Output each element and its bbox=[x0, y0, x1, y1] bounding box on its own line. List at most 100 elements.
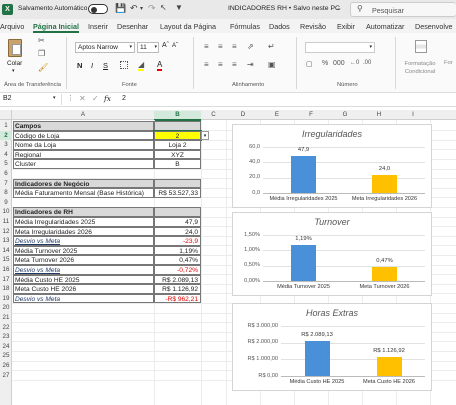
cell-b8[interactable]: R$ 53.527,33 bbox=[154, 188, 201, 198]
row-header[interactable]: 13 bbox=[2, 237, 10, 245]
tab-arquivo[interactable]: Arquivo bbox=[0, 22, 25, 31]
tab-inserir[interactable]: Inserir bbox=[88, 22, 108, 31]
redo-icon[interactable]: ↷ bbox=[148, 3, 156, 13]
copy-icon[interactable]: ❐ bbox=[38, 49, 46, 58]
cell-a17[interactable]: Média Custo HE 2025 bbox=[13, 274, 154, 285]
chart-bar[interactable] bbox=[291, 156, 316, 193]
format-as-table-button[interactable]: For bbox=[444, 60, 453, 66]
number-format-select[interactable]: ▾ bbox=[305, 42, 375, 53]
chart-bar[interactable] bbox=[376, 357, 402, 376]
title-chevron-icon[interactable]: ⌄ bbox=[336, 5, 342, 12]
orientation-icon[interactable]: ⇗ bbox=[247, 42, 254, 51]
row-header[interactable]: 8 bbox=[4, 189, 8, 197]
chart-bar[interactable] bbox=[291, 244, 316, 281]
tab-pagina-inicial[interactable]: Página Inicial bbox=[33, 22, 79, 33]
cell-b14[interactable]: 1,19% bbox=[154, 245, 201, 256]
row-header[interactable]: 9 bbox=[4, 198, 8, 206]
row-header[interactable]: 10 bbox=[2, 208, 10, 216]
row-header[interactable]: 4 bbox=[4, 150, 8, 158]
font-size-select[interactable]: 11 ▾ bbox=[137, 42, 159, 53]
paste-icon[interactable] bbox=[8, 39, 22, 57]
row-header[interactable]: 26 bbox=[2, 362, 10, 369]
cell-a16[interactable]: Desvio vs Meta bbox=[13, 265, 154, 275]
tab-exibir[interactable]: Exibir bbox=[337, 22, 355, 31]
align-top-icon[interactable]: ≡ bbox=[204, 42, 209, 51]
currency-format-icon[interactable]: ▢ bbox=[306, 61, 313, 68]
paste-button[interactable]: Colar bbox=[7, 60, 23, 67]
cell-b12[interactable]: 24,0 bbox=[154, 226, 201, 237]
cell-b16[interactable]: -0,72% bbox=[154, 265, 201, 275]
quick-access-customize-icon[interactable]: ▼ bbox=[175, 3, 183, 12]
row-header[interactable]: 19 bbox=[2, 294, 10, 302]
cell-a12[interactable]: Meta Irregularidades 2026 bbox=[13, 226, 154, 237]
row-header[interactable]: 17 bbox=[2, 275, 10, 283]
cell-a3[interactable]: Nome da Loja bbox=[13, 140, 154, 150]
column-header-a[interactable]: A bbox=[80, 111, 86, 118]
tab-formulas[interactable]: Fórmulas bbox=[230, 22, 260, 31]
cell-a4[interactable]: Regional bbox=[13, 149, 154, 160]
chart-bar[interactable] bbox=[372, 266, 397, 281]
wrap-text-icon[interactable]: ↵ bbox=[268, 42, 275, 51]
row-header[interactable]: 2 bbox=[0, 130, 12, 141]
more-options-icon[interactable]: ⋮ bbox=[67, 95, 74, 102]
cell-a1[interactable]: Campos bbox=[13, 121, 154, 131]
column-header-g[interactable]: G bbox=[342, 111, 348, 118]
tab-dados[interactable]: Dados bbox=[269, 22, 290, 31]
column-header-d[interactable]: D bbox=[240, 111, 246, 118]
select-all-corner[interactable] bbox=[0, 110, 12, 120]
column-header-c[interactable]: C bbox=[211, 111, 216, 118]
cell-b19[interactable]: -R$ 962,21 bbox=[154, 293, 201, 304]
chart-bar[interactable] bbox=[372, 174, 397, 193]
tab-revisao[interactable]: Revisão bbox=[300, 22, 326, 31]
cell-a19[interactable]: Desvio vs Meta bbox=[13, 293, 154, 304]
increase-decimal-icon[interactable]: ←0 bbox=[350, 60, 360, 66]
italic-icon[interactable]: I bbox=[91, 61, 94, 70]
cell-a2[interactable]: Código de Loja bbox=[13, 130, 154, 141]
name-box[interactable]: B2 ▾ bbox=[0, 94, 62, 105]
row-header[interactable]: 15 bbox=[2, 256, 10, 264]
cell-b15[interactable]: 0,47% bbox=[154, 255, 201, 265]
align-center-icon[interactable]: ≡ bbox=[218, 60, 223, 69]
cell-b5[interactable]: B bbox=[154, 159, 201, 169]
row-header[interactable]: 27 bbox=[2, 371, 10, 379]
worksheet-grid[interactable] bbox=[0, 120, 456, 405]
underline-icon[interactable]: S bbox=[103, 61, 109, 70]
save-icon[interactable]: 💾 bbox=[115, 3, 127, 13]
undo-dropdown-icon[interactable]: ▾ bbox=[140, 6, 144, 12]
column-header-f[interactable]: F bbox=[309, 111, 313, 118]
cell-b13[interactable]: -23,9 bbox=[154, 236, 201, 246]
row-header[interactable]: 6 bbox=[4, 170, 8, 177]
cell-a15[interactable]: Meta Turnover 2026 bbox=[13, 255, 154, 265]
chart-horas-extras[interactable]: Horas Extras R$ 3.000,00 R$ 2.000,00 R$ 1.0… bbox=[232, 303, 432, 391]
row-header[interactable]: 12 bbox=[2, 227, 10, 235]
font-color-icon[interactable]: A bbox=[157, 60, 163, 71]
tab-desenhar[interactable]: Desenhar bbox=[117, 22, 149, 31]
cell-b4[interactable]: XYZ bbox=[154, 149, 201, 160]
autosave-toggle[interactable] bbox=[88, 4, 108, 14]
borders-icon[interactable] bbox=[120, 61, 128, 69]
align-left-icon[interactable]: ≡ bbox=[204, 60, 209, 69]
row-header[interactable]: 21 bbox=[2, 314, 10, 321]
cell-b18[interactable]: R$ 1.126,92 bbox=[154, 284, 201, 294]
chart-turnover[interactable]: Turnover 1,50% 1,00% 0,50% 0,00% 1,19% Média T… bbox=[232, 212, 432, 296]
cell-a18[interactable]: Meta Custo HE 2026 bbox=[13, 284, 154, 294]
row-header[interactable]: 1 bbox=[4, 122, 8, 129]
align-right-icon[interactable]: ≡ bbox=[232, 60, 237, 69]
formula-input[interactable]: 2 bbox=[122, 95, 126, 102]
row-header[interactable]: 3 bbox=[4, 141, 8, 149]
percent-format-icon[interactable]: % bbox=[322, 60, 329, 67]
row-header[interactable]: 23 bbox=[2, 333, 10, 341]
align-bottom-icon[interactable]: ≡ bbox=[232, 42, 237, 51]
column-header-h[interactable]: H bbox=[376, 111, 382, 118]
row-header[interactable]: 16 bbox=[2, 266, 10, 273]
cell-a10[interactable]: Indicadores de RH bbox=[13, 207, 154, 217]
cut-icon[interactable]: ✂ bbox=[38, 36, 45, 45]
enter-icon[interactable]: ✓ bbox=[92, 94, 99, 103]
conditional-formatting-button[interactable]: Formatação Condicional bbox=[404, 61, 436, 75]
cell-a7[interactable]: Indicadores de Negócio bbox=[13, 178, 154, 189]
row-header[interactable]: 5 bbox=[4, 160, 8, 168]
fill-color-icon[interactable]: ◢ bbox=[138, 60, 145, 71]
insert-function-icon[interactable]: fx bbox=[104, 94, 112, 103]
cell-b11[interactable]: 47,9 bbox=[154, 217, 201, 227]
cell-b10[interactable] bbox=[154, 207, 201, 217]
